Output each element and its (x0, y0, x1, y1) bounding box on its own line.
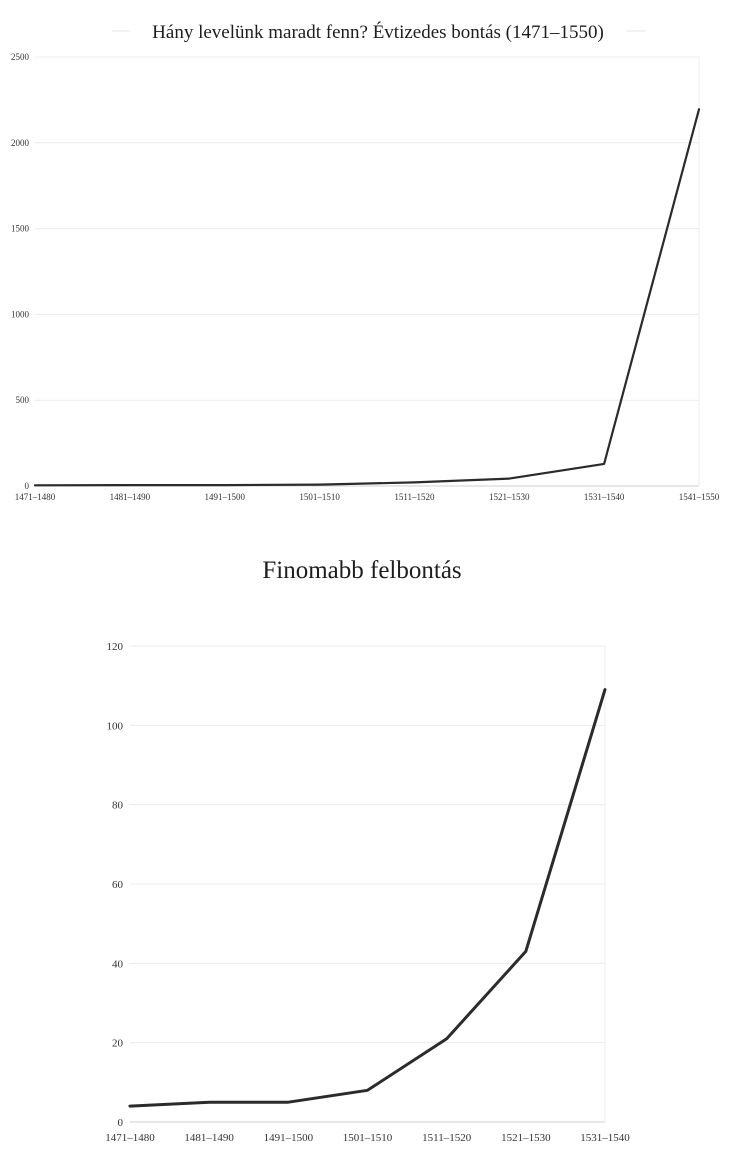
chart2-gridlines (130, 645, 606, 1123)
chart1-x-ticks: 1471–1480 1481–1490 1491–1500 1501–1510 1511… (15, 492, 720, 502)
c2-x-tick-label: 1501–1510 (343, 1132, 393, 1144)
c1-x-tick-label: 1471–1480 (15, 492, 56, 502)
c1-y-tick-label: 2500 (11, 52, 30, 62)
c2-x-tick-label: 1521–1530 (501, 1132, 551, 1144)
c1-y-tick-label: 1500 (11, 224, 30, 234)
c1-y-tick-label: 500 (16, 395, 30, 405)
c2-y-tick-label: 100 (107, 720, 124, 732)
c2-y-tick-label: 120 (107, 641, 124, 653)
c1-x-tick-label: 1491–1500 (204, 492, 245, 502)
c1-y-tick-label: 1000 (11, 309, 30, 319)
chart1-title: Hány levelünk maradt fenn? Évtizedes bon… (152, 21, 604, 43)
chart2-x-ticks: 1471–1480 1481–1490 1491–1500 1501–1510 1511… (105, 1132, 630, 1144)
chart1-series (33, 108, 701, 487)
c2-x-tick-label: 1471–1480 (105, 1132, 155, 1144)
chart2-title: Finomabb felbontás (262, 557, 461, 584)
c1-x-tick-label: 1511–1520 (394, 492, 435, 502)
c2-series-line (128, 688, 607, 1108)
c2-y-tick-label: 60 (112, 879, 124, 891)
chart2-y-ticks: 0 20 40 60 80 100 120 (107, 641, 124, 1129)
chart1-y-ticks: 0 500 1000 1500 2000 2500 (11, 52, 30, 491)
c2-y-tick-label: 40 (112, 958, 124, 970)
c1-x-tick-label: 1501–1510 (299, 492, 340, 502)
chart-fine-resolution: Finomabb felbontás 0 20 40 60 80 100 120 1471–… (105, 557, 630, 1144)
c2-y-tick-label: 20 (112, 1038, 124, 1050)
c2-y-tick-label: 80 (112, 800, 124, 812)
c2-x-tick-label: 1481–1490 (184, 1132, 234, 1144)
c1-x-tick-label: 1541–1550 (679, 492, 720, 502)
c2-y-tick-label: 0 (118, 1117, 124, 1129)
c1-x-tick-label: 1481–1490 (110, 492, 151, 502)
c1-x-tick-label: 1521–1530 (489, 492, 530, 502)
c2-x-tick-label: 1511–1520 (422, 1132, 472, 1144)
c2-x-tick-label: 1531–1540 (580, 1132, 630, 1144)
chart-decades: Hány levelünk maradt fenn? Évtizedes bon… (11, 21, 720, 502)
c1-y-tick-label: 2000 (11, 138, 30, 148)
chart1-gridlines (35, 56, 700, 487)
c1-x-tick-label: 1531–1540 (584, 492, 625, 502)
chart2-series (128, 688, 607, 1108)
c1-series-line (33, 108, 701, 487)
c2-x-tick-label: 1491–1500 (264, 1132, 314, 1144)
c1-y-tick-label: 0 (25, 481, 30, 491)
